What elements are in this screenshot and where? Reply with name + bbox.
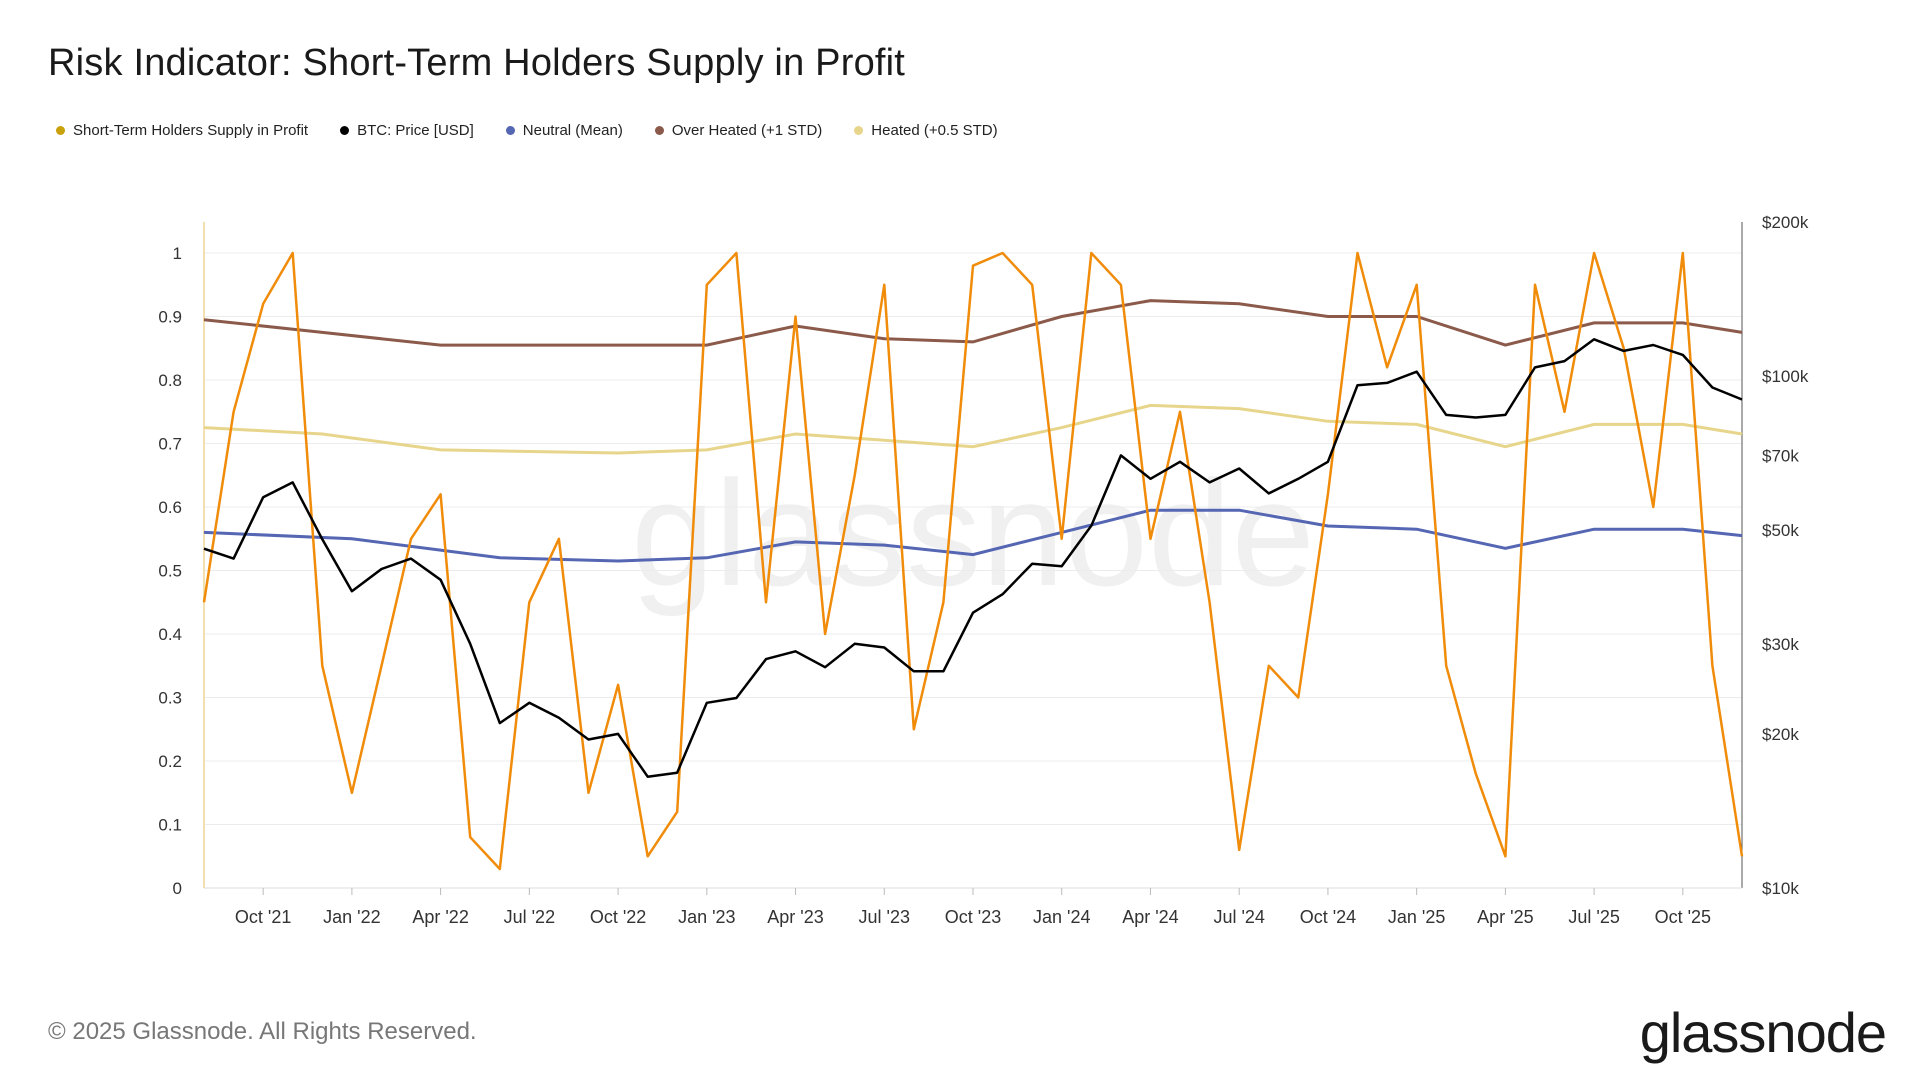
x-tick-label: Apr '23 [767, 907, 823, 927]
y-left-tick-label: 1 [173, 244, 182, 263]
x-tick-label: Oct '23 [945, 907, 1001, 927]
x-tick-label: Oct '21 [235, 907, 291, 927]
x-tick-label: Jan '23 [678, 907, 735, 927]
x-tick-label: Jul '24 [1213, 907, 1264, 927]
x-tick-label: Apr '25 [1477, 907, 1533, 927]
y-left-tick-label: 0.2 [158, 752, 182, 771]
series-line-sth-supply-in-profit [202, 251, 1744, 871]
legend-item-neutral[interactable]: Neutral (Mean) [505, 122, 623, 139]
legend-dot [854, 126, 864, 135]
y-left-tick-label: 0.8 [158, 371, 182, 390]
legend-item-over-heated[interactable]: Over Heated (+1 STD) [654, 122, 823, 139]
x-tick-label: Oct '25 [1655, 907, 1711, 927]
legend: Short-Term Holders Supply in Profit BTC:… [56, 122, 998, 139]
x-tick-label: Jul '25 [1568, 907, 1619, 927]
y-left-tick-label: 0.9 [158, 308, 182, 327]
y-left-tick-label: 0.5 [158, 562, 182, 581]
legend-label: Over Heated (+1 STD) [671, 122, 823, 139]
series-line-btc-price [203, 338, 1743, 778]
y-left-tick-label: 0.1 [158, 816, 182, 835]
series-line-heated-0-5-std- [203, 403, 1743, 455]
x-tick-label: Apr '22 [412, 907, 468, 927]
y-right-tick-label: $10k [1762, 879, 1799, 898]
y-right-tick-label: $70k [1762, 446, 1799, 465]
legend-label: BTC: Price [USD] [357, 122, 474, 139]
y-left-tick-label: 0.3 [158, 689, 182, 708]
y-left-tick-label: 0 [173, 879, 182, 898]
series-line-over-heated-1-std- [203, 299, 1743, 347]
legend-label: Short-Term Holders Supply in Profit [73, 122, 309, 139]
y-left-tick-label: 0.7 [158, 435, 182, 454]
x-tick-label: Apr '24 [1122, 907, 1178, 927]
legend-label: Heated (+0.5 STD) [871, 122, 998, 139]
x-tick-label: Oct '24 [1300, 907, 1356, 927]
y-right-tick-label: $200k [1762, 213, 1809, 232]
legend-dot [505, 126, 515, 135]
x-tick-label: Oct '22 [590, 907, 646, 927]
legend-dot [56, 126, 65, 135]
y-right-tick-label: $20k [1762, 725, 1799, 744]
chart-title: Risk Indicator: Short-Term Holders Suppl… [48, 42, 906, 84]
y-right-tick-label: $50k [1762, 521, 1799, 540]
x-tick-label: Jul '23 [859, 907, 910, 927]
y-left-tick-label: 0.6 [158, 498, 182, 517]
legend-dot [340, 126, 350, 135]
x-tick-label: Jan '25 [1388, 907, 1445, 927]
y-left-tick-label: 0.4 [158, 625, 182, 644]
legend-item-btc-price[interactable]: BTC: Price [USD] [340, 122, 474, 139]
y-right-tick-label: $100k [1762, 367, 1809, 386]
x-tick-label: Jul '22 [504, 907, 555, 927]
legend-dot [654, 126, 664, 135]
legend-label: Neutral (Mean) [522, 122, 623, 139]
copyright-footer: © 2025 Glassnode. All Rights Reserved. [48, 1018, 477, 1045]
watermark: glassnode [631, 449, 1315, 617]
glassnode-logo: glassnode [1639, 1001, 1887, 1064]
x-tick-label: Jan '24 [1033, 907, 1090, 927]
legend-item-heated[interactable]: Heated (+0.5 STD) [854, 122, 998, 139]
legend-item-sth-supply[interactable]: Short-Term Holders Supply in Profit [56, 122, 308, 139]
x-tick-label: Jan '22 [323, 907, 380, 927]
y-right-tick-label: $30k [1762, 635, 1799, 654]
